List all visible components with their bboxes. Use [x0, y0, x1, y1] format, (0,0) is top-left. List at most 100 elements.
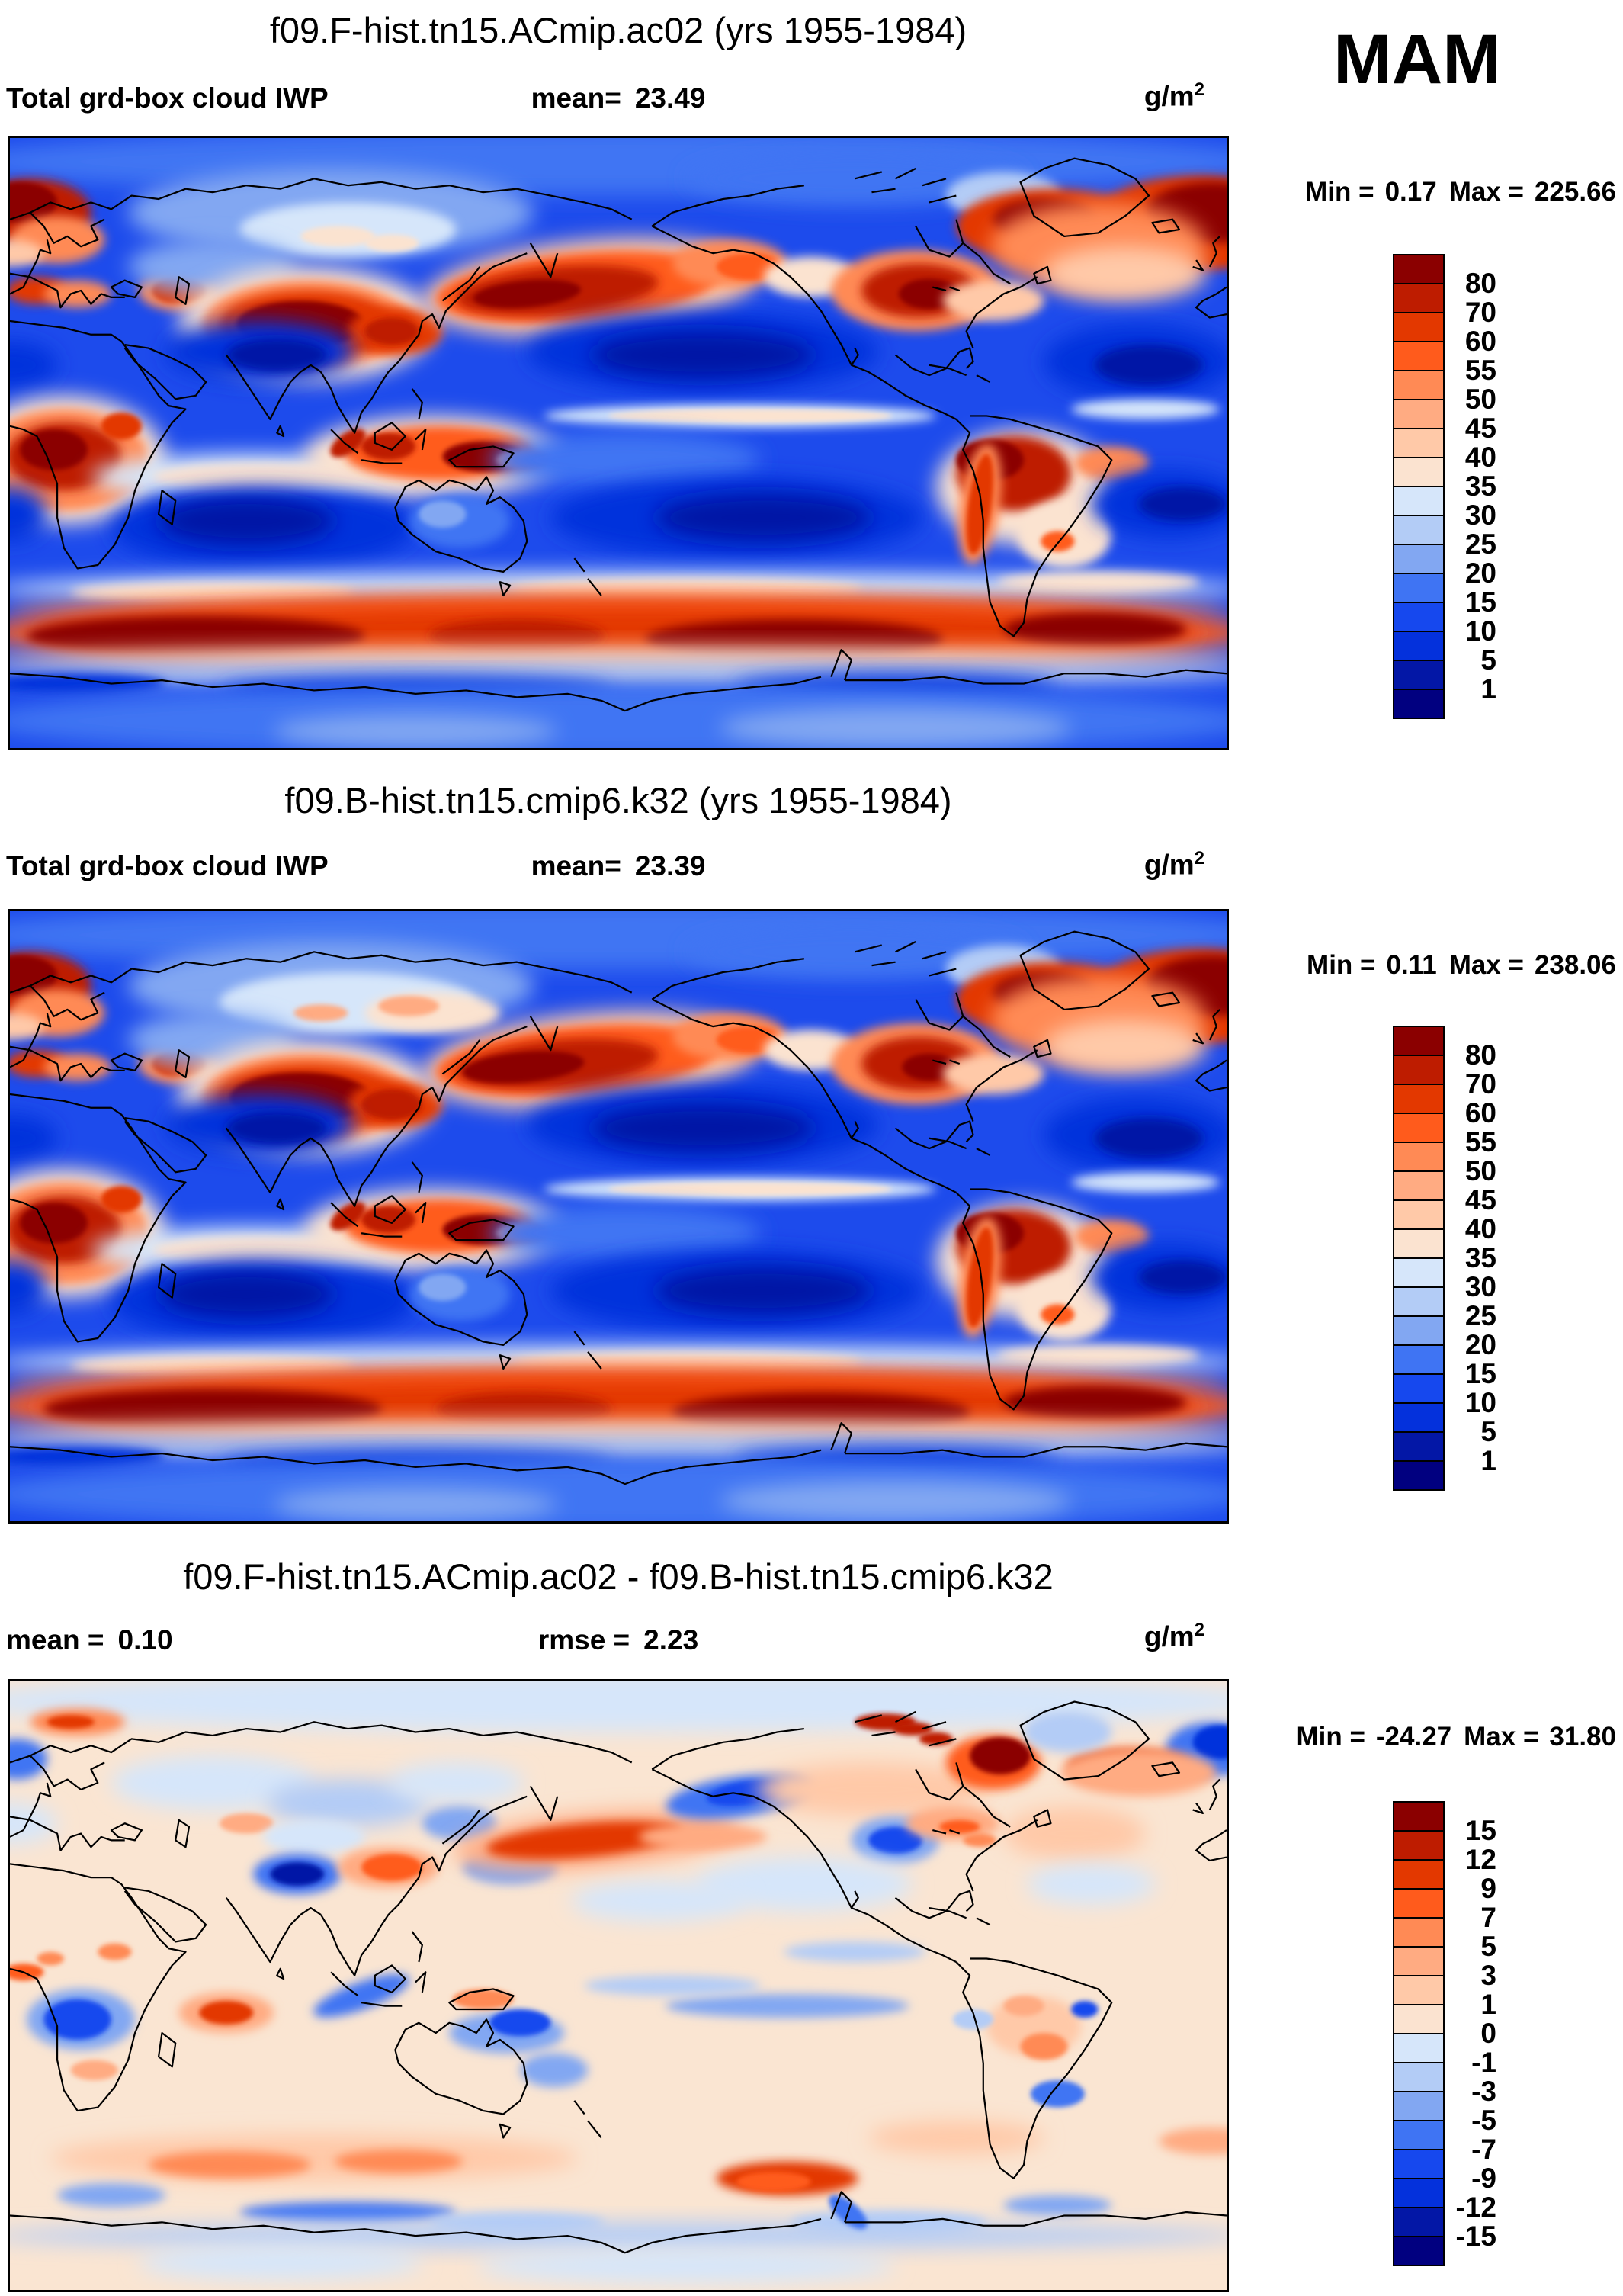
colorbar-cell — [1393, 602, 1445, 632]
colorbar-tick-label: 20 — [1464, 1329, 1496, 1360]
panel-1-world-map — [8, 136, 1229, 750]
contour-field-blob — [720, 1480, 1072, 1521]
contour-field-blob — [20, 1203, 88, 1244]
contour-field-blob — [364, 234, 419, 252]
coastline-outline — [10, 1721, 633, 1764]
contour-field-blob — [266, 1779, 429, 1827]
colorbar-tick-label: 5 — [1480, 1416, 1496, 1447]
coastline-outline — [175, 276, 191, 305]
contour-field-blob — [10, 341, 58, 389]
colorbar-tick-label: -15 — [1455, 2221, 1496, 2252]
coastline-outline — [1033, 265, 1052, 285]
contour-field-blob — [70, 2060, 118, 2081]
coastline-outline — [361, 459, 403, 464]
contour-field-blob — [1095, 1118, 1203, 1159]
contour-field-blob — [868, 1826, 922, 1854]
coastline-outline — [319, 1026, 528, 1207]
colorbar-tick-label: 35 — [1464, 470, 1496, 502]
coastline-outline — [651, 1768, 957, 1963]
contour-field-blob — [1071, 399, 1220, 419]
colorbar-cell — [1393, 283, 1445, 313]
contour-field-blob — [963, 1833, 997, 1848]
contour-field-blob — [1027, 1864, 1156, 1905]
coastline-outline — [276, 1967, 285, 1980]
variable-label-text: Total grd-box cloud IWP — [6, 82, 329, 114]
contour-field-blob — [638, 1823, 768, 1851]
colorbar-tick-label: 1 — [1480, 1989, 1496, 2020]
colorbar-cell — [1393, 2033, 1445, 2063]
contour-field-blob — [422, 1806, 497, 1841]
panel-1-title: f09.F-hist.tn15.ACmip.ac02 (yrs 1955-198… — [269, 10, 967, 50]
contour-field-blob — [419, 1273, 467, 1302]
season-label: MAM — [1333, 21, 1501, 98]
contour-field-blob — [10, 955, 58, 997]
contour-field-blob — [57, 2183, 165, 2208]
colorbar-cell — [1393, 428, 1445, 458]
contour-field-blob — [10, 1681, 1227, 1732]
coastline-outline — [587, 578, 602, 596]
coastline-outline — [10, 1816, 125, 1851]
contour-field-blob — [1044, 246, 1207, 301]
colorbar-tick-label: 3 — [1480, 1960, 1496, 1991]
colorbar-tick-label: 60 — [1464, 326, 1496, 357]
panel-1-mean: mean= 23.49 — [8, 82, 1229, 114]
coastline-outline — [573, 557, 585, 573]
coastline-outline — [1195, 1059, 1227, 1092]
coastline-outline — [1019, 930, 1150, 1010]
coastline-outline — [651, 998, 957, 1193]
coastline-outline — [1151, 218, 1181, 234]
panel-2-colorbar — [1393, 1026, 1445, 1491]
colorbar-tick-label: 15 — [1464, 586, 1496, 618]
max-label: Max = — [1448, 950, 1524, 980]
contour-field-blob — [966, 453, 994, 555]
panel-2-mean: mean= 23.39 — [8, 850, 1229, 882]
contour-field-blob — [159, 497, 335, 545]
contour-field-blob — [655, 1267, 872, 1315]
contour-field-blob — [361, 1854, 422, 1881]
coastline-outline — [529, 1016, 559, 1052]
colorbar-cell — [1393, 1055, 1445, 1085]
panel-3-colorbar-labels: 15 12 9 7 5 3 1 0 -1 -3 -5 -7 -9 -12 -15 — [1452, 1801, 1496, 2266]
coastline-outline — [932, 1059, 961, 1065]
colorbar-tick-label: 12 — [1464, 1844, 1496, 1875]
coastline-outline — [651, 958, 804, 1000]
contour-field-blob — [10, 1114, 58, 1162]
contour-field-blob — [101, 413, 142, 440]
unit-exponent: 2 — [1194, 848, 1204, 869]
coastline-outline — [29, 1755, 105, 1790]
contour-field-blob — [892, 1722, 933, 1736]
coastline-outline — [962, 1015, 1011, 1058]
colorbar-cell — [1393, 2207, 1445, 2237]
contour-field-blob — [584, 1975, 761, 1996]
coastline-outline — [587, 2120, 602, 2139]
colorbar-cell — [1393, 1373, 1445, 1404]
colorbar-cell — [1393, 573, 1445, 603]
contour-field-blob — [868, 2121, 1044, 2155]
colorbar-cell — [1393, 1431, 1445, 1462]
max-label: Max = — [1448, 177, 1524, 207]
coastline-outline — [123, 344, 207, 400]
colorbar-tick-label: -9 — [1471, 2163, 1496, 2194]
colorbar-tick-label: 0 — [1480, 2018, 1496, 2049]
colorbar-tick-label: 55 — [1464, 1126, 1496, 1158]
coastline-outline — [1019, 1700, 1150, 1781]
unit-text: g/m — [1143, 80, 1195, 112]
coastline-outline — [157, 2031, 177, 2068]
contour-field-blob — [1159, 2127, 1227, 2155]
colorbar-cell — [1393, 312, 1445, 342]
contour-field-blob — [334, 2150, 463, 2174]
contour-field-blob — [70, 582, 355, 602]
coastline-outline — [1033, 1039, 1052, 1058]
coastline-outline — [955, 1188, 1113, 1411]
coastline-outline — [415, 1202, 427, 1224]
colorbar-cell — [1393, 1859, 1445, 1890]
colorbar-cell — [1393, 544, 1445, 574]
colorbar-cell — [1393, 631, 1445, 661]
coastline-outline — [394, 1249, 528, 1346]
colorbar-tick-label: -3 — [1471, 2076, 1496, 2107]
panel-1-variable-label: Total grd-box cloud IWP — [6, 82, 329, 114]
coastline-outline — [225, 1897, 322, 1964]
coastline-outline — [1195, 1829, 1227, 1862]
contour-field-blob — [1030, 2080, 1085, 2108]
contour-field-blob — [1071, 1172, 1220, 1193]
